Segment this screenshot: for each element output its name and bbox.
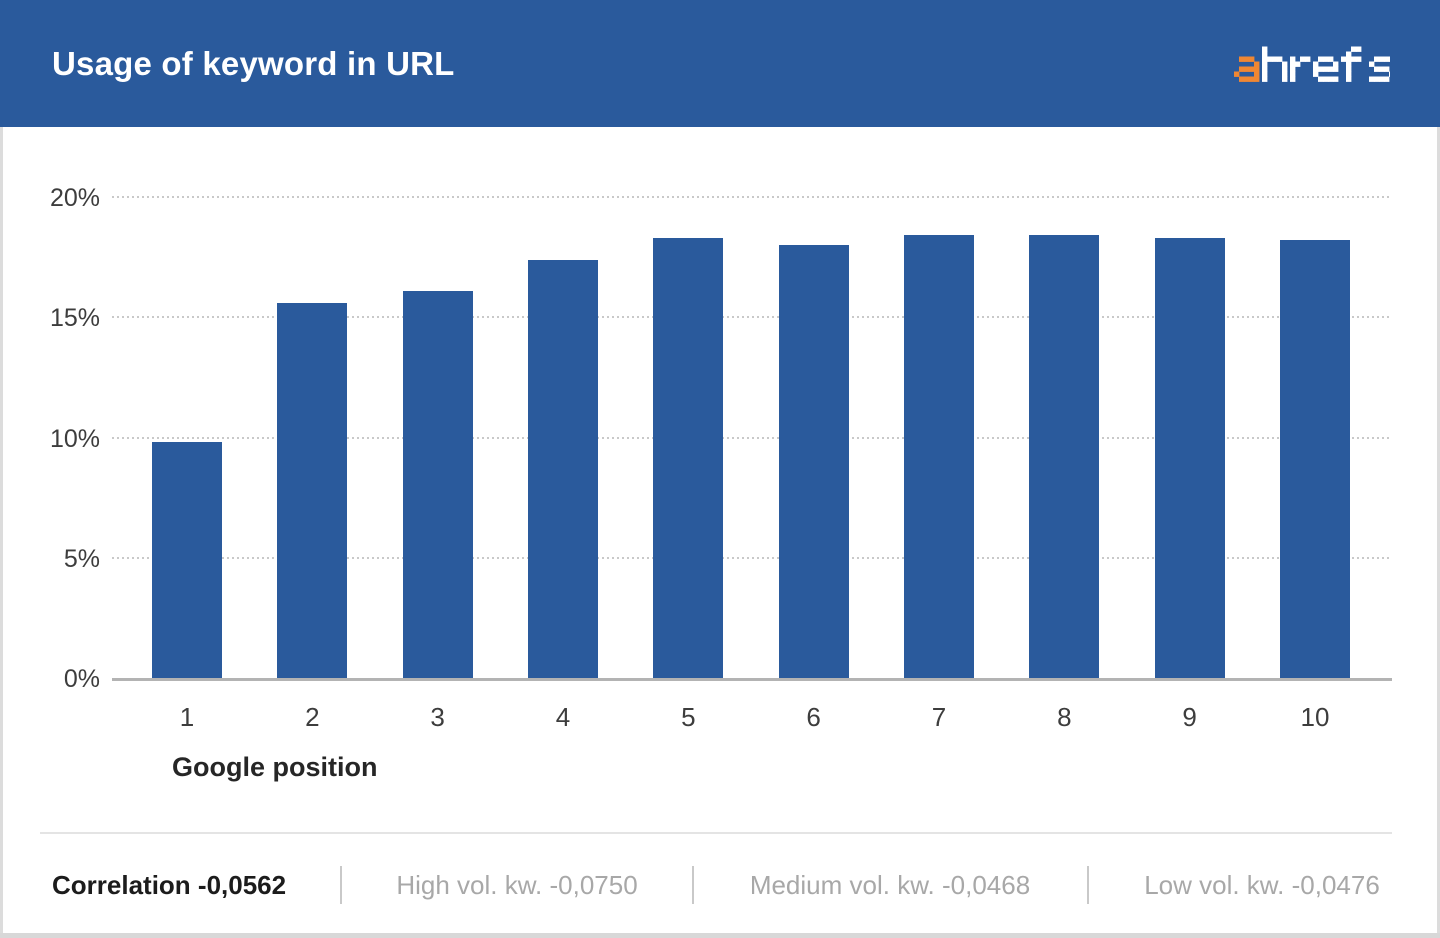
x-tick-label: 6: [806, 702, 821, 732]
bar-position-4: [527, 259, 598, 678]
header-bar: Usage of keyword in URL: [0, 0, 1440, 127]
x-tick-label: 1: [179, 702, 195, 732]
footer-separator: [692, 866, 694, 904]
bar-position-2: [277, 302, 348, 678]
gridline-15%: [112, 316, 1392, 319]
y-tick-label: 0%: [63, 665, 100, 693]
bar-position-9: [1154, 237, 1225, 678]
x-tick-label: 2: [305, 702, 320, 732]
x-tick-label: 9: [1182, 702, 1197, 732]
correlation-low-volume: Low vol. kw. -0,0476: [1144, 870, 1380, 900]
gridline-20%: [112, 196, 1392, 198]
gridline-10%: [112, 436, 1392, 439]
y-tick-label: 15%: [49, 304, 100, 333]
chart-title: Usage of keyword in URL: [52, 44, 455, 82]
ahrefs-logo: [1234, 46, 1390, 82]
footer-separator: [340, 866, 342, 904]
bar-position-1: [152, 442, 222, 678]
bar-position-10: [1279, 240, 1350, 678]
correlation-medium-volume: Medium vol. kw. -0,0468: [749, 870, 1031, 900]
x-tick-label: 7: [931, 702, 947, 732]
frame-border: [0, 933, 1440, 938]
gridline-5%: [112, 556, 1392, 559]
footer-divider-line: [40, 832, 1392, 834]
bar-position-5: [653, 237, 724, 678]
frame-border: [1437, 127, 1440, 938]
x-tick-label: 10: [1300, 702, 1330, 732]
x-axis-line: [112, 678, 1392, 681]
frame-border: [0, 127, 3, 938]
y-tick-label: 10%: [49, 424, 100, 453]
bar-position-8: [1029, 235, 1100, 678]
x-tick-label: 3: [430, 702, 445, 732]
x-tick-label: 4: [555, 702, 571, 732]
x-tick-label: 5: [681, 702, 696, 732]
bar-position-3: [402, 290, 473, 678]
correlation-high-volume: High vol. kw. -0,0750: [396, 870, 638, 900]
x-axis-title: Google position: [172, 752, 378, 782]
x-tick-label: 8: [1057, 702, 1072, 732]
footer-separator: [1087, 866, 1089, 904]
y-tick-label: 5%: [63, 544, 100, 573]
bar-position-6: [778, 245, 849, 678]
y-tick-label: 20%: [49, 184, 100, 212]
correlation-overall: Correlation -0,0562: [52, 870, 287, 900]
bar-position-7: [903, 235, 974, 678]
